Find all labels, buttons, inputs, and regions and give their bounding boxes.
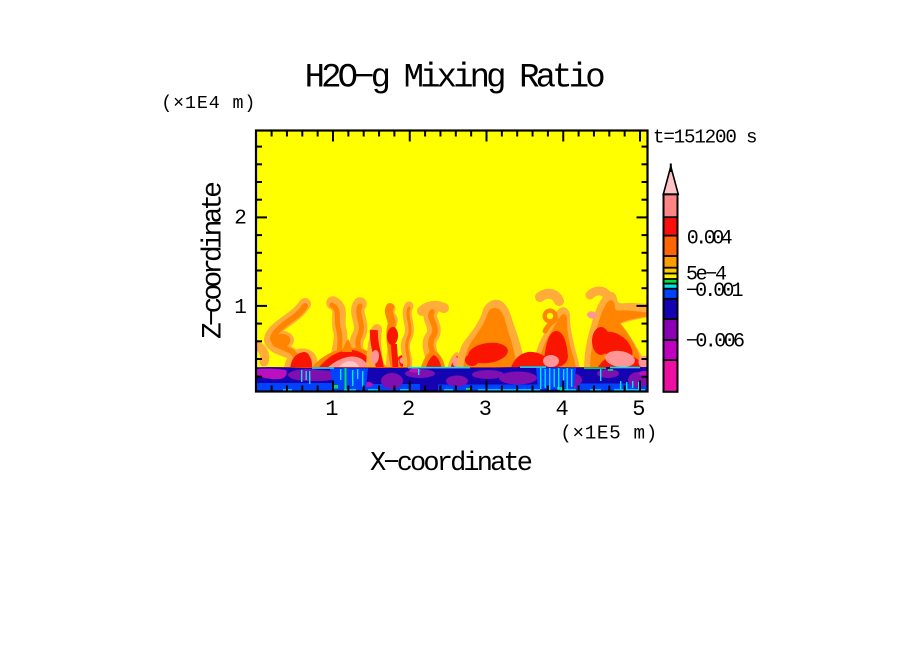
svg-text:H2O−g Mixing Ratio: H2O−g Mixing Ratio bbox=[305, 60, 606, 98]
svg-text:(×1E5 m): (×1E5 m) bbox=[560, 423, 657, 445]
svg-text:5: 5 bbox=[632, 397, 645, 422]
svg-text:(×1E4 m): (×1E4 m) bbox=[161, 94, 255, 114]
svg-text:5e−4: 5e−4 bbox=[686, 263, 727, 286]
svg-text:−0.006: −0.006 bbox=[686, 331, 745, 354]
svg-text:t=151200 s: t=151200 s bbox=[653, 127, 758, 149]
svg-text:2: 2 bbox=[234, 208, 247, 231]
svg-text:2: 2 bbox=[402, 397, 415, 422]
svg-text:Z−coordinate: Z−coordinate bbox=[199, 181, 230, 339]
svg-text:0.004: 0.004 bbox=[687, 227, 733, 250]
svg-text:−0.001: −0.001 bbox=[686, 280, 744, 303]
svg-text:X−coordinate: X−coordinate bbox=[370, 449, 533, 479]
svg-text:1: 1 bbox=[325, 397, 338, 422]
svg-text:3: 3 bbox=[479, 397, 492, 422]
svg-text:4: 4 bbox=[555, 397, 568, 422]
svg-text:1: 1 bbox=[234, 297, 247, 320]
